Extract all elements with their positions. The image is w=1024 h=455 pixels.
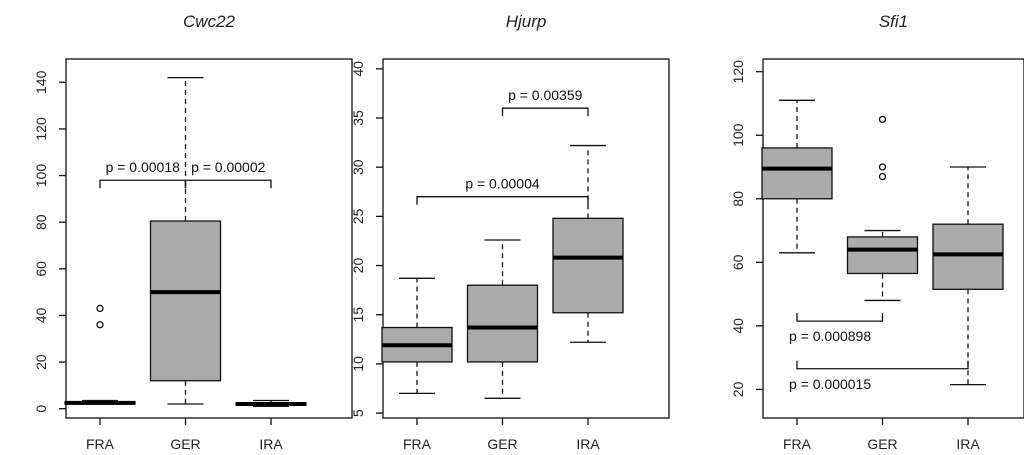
bracket-line	[99, 179, 187, 189]
y-tick-label: 40	[730, 318, 746, 334]
y-tick-label: 140	[33, 70, 49, 94]
x-tick-label: GER	[867, 436, 897, 452]
p-value-label: p = 0.00359	[508, 87, 583, 103]
p-value-label: p = 0.00004	[465, 176, 540, 192]
y-tick-label: 40	[350, 61, 366, 77]
x-tick-label: GER	[170, 436, 200, 452]
box-ger	[846, 115, 919, 302]
chart-panel-cwc22: Cwc22 0 20 40 60 80 100 120 140 FRA GER IRA p = 0.00…	[33, 12, 353, 452]
x-tick-label: IRA	[956, 436, 980, 452]
x-tick-label: FRA	[86, 436, 115, 452]
x-tick-label: FRA	[783, 436, 812, 452]
y-tick-label: 80	[730, 191, 746, 207]
p-value-label: p = 0.00002	[191, 159, 266, 175]
plot-frame	[65, 58, 353, 419]
y-tick-label: 120	[730, 60, 746, 84]
y-tick-label: 40	[33, 307, 49, 323]
box-ira	[932, 166, 1004, 386]
significance-annotation: p = 0.000898	[789, 313, 884, 344]
plot-frame	[762, 58, 1024, 419]
y-tick-label: 15	[350, 307, 366, 323]
significance-annotation: p = 0.00018	[99, 159, 187, 189]
box-fra	[381, 277, 453, 395]
y-tick-label: 80	[33, 214, 49, 230]
p-value-label: p = 0.00018	[106, 159, 181, 175]
iqr-box	[761, 147, 833, 200]
outlier-point	[878, 172, 887, 181]
box-ira	[552, 144, 624, 343]
y-tick-label: 5	[350, 409, 366, 417]
iqr-box	[846, 236, 919, 275]
box-ger	[149, 76, 222, 405]
x-tick-label: GER	[487, 436, 517, 452]
y-tick-label: 60	[730, 254, 746, 270]
chart-panel-sfi1: Sfi1 20 40 60 80 100 120 FRA GER IRA p = 0.000898 p…	[730, 12, 1024, 452]
y-tick-label: 20	[350, 258, 366, 274]
y-tick-label: 0	[33, 405, 49, 413]
significance-annotation: p = 0.00004	[416, 176, 589, 205]
chart-title: Cwc22	[183, 12, 236, 31]
y-tick-label: 120	[33, 117, 49, 141]
y-tick-label: 35	[350, 110, 366, 126]
bracket-line	[501, 107, 589, 117]
iqr-box	[932, 223, 1004, 290]
significance-annotation: p = 0.00359	[501, 87, 589, 117]
iqr-box	[466, 284, 539, 363]
outlier-point	[878, 163, 887, 171]
chart-panel-hjurp: Hjurp 5 10 15 20 25 30 35 40 FRA GER IRA p = 0.00004…	[350, 12, 670, 452]
significance-annotation: p = 0.000015	[789, 360, 969, 392]
iqr-box	[149, 220, 222, 382]
y-tick-label: 20	[730, 381, 746, 397]
x-tick-label: IRA	[259, 436, 283, 452]
y-tick-label: 30	[350, 159, 366, 175]
y-tick-label: 100	[730, 123, 746, 147]
iqr-box	[552, 217, 624, 314]
y-tick-label: 10	[350, 356, 366, 372]
p-value-label: p = 0.000015	[789, 376, 871, 392]
x-tick-label: IRA	[576, 436, 600, 452]
y-tick-label: 60	[33, 261, 49, 277]
box-ger	[466, 239, 539, 399]
y-tick-label: 100	[33, 164, 49, 188]
box-fra	[64, 304, 136, 405]
bracket-line	[796, 313, 884, 322]
outlier-point	[96, 321, 104, 329]
significance-annotation: p = 0.00002	[184, 159, 272, 189]
bracket-line	[416, 196, 589, 205]
x-tick-label: FRA	[403, 436, 432, 452]
chart-title: Sfi1	[879, 12, 908, 31]
bracket-line	[184, 179, 272, 189]
y-tick-label: 25	[350, 208, 366, 224]
y-tick-label: 20	[33, 354, 49, 370]
chart-title: Hjurp	[506, 12, 547, 31]
outlier-point	[96, 304, 104, 313]
box-ira	[235, 399, 307, 407]
outlier-point	[878, 115, 887, 124]
plot-frame	[382, 58, 670, 419]
p-value-label: p = 0.000898	[789, 328, 871, 344]
box-fra	[761, 99, 833, 254]
bracket-line	[796, 360, 969, 370]
